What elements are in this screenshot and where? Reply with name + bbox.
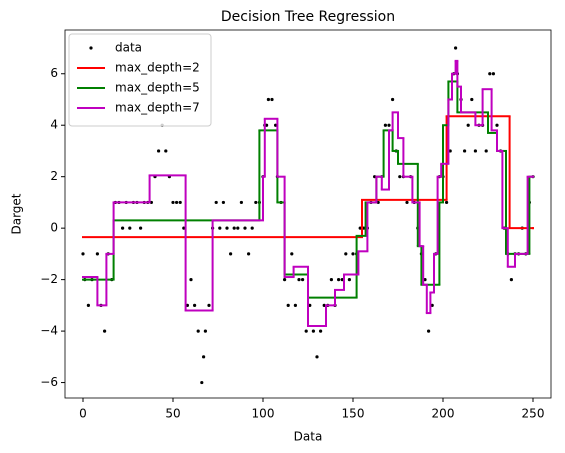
data-point: [178, 200, 182, 205]
y-tick-label: −4: [40, 324, 58, 338]
data-point: [484, 149, 488, 153]
data-point: [95, 252, 99, 256]
data-point: [128, 226, 132, 230]
data-point: [218, 226, 222, 230]
data-point: [247, 252, 251, 256]
legend-box: [68, 33, 212, 127]
y-axis-label: Darget: [10, 193, 24, 234]
data-point: [466, 123, 470, 127]
y-tick-label: 2: [50, 169, 58, 183]
data-point: [81, 252, 85, 256]
data-point: [290, 252, 294, 256]
data-point: [293, 303, 297, 307]
data-point: [347, 278, 351, 282]
data-point: [266, 97, 270, 102]
data-point: [387, 123, 391, 127]
data-point: [207, 303, 211, 307]
data-point: [315, 355, 319, 359]
chart-title: Decision Tree Regression: [221, 9, 395, 25]
x-tick-label: 200: [432, 407, 455, 421]
y-tick-label: 0: [50, 221, 58, 235]
data-point: [236, 226, 240, 230]
y-tick-label: −6: [40, 375, 58, 389]
data-point: [454, 46, 458, 50]
data-point: [200, 380, 204, 385]
y-tick-label: 6: [50, 66, 58, 80]
data-point: [196, 329, 200, 333]
data-point: [229, 252, 233, 256]
x-axis-label: Data: [294, 430, 323, 444]
y-tick-label: 4: [50, 118, 58, 132]
data-point: [286, 303, 290, 307]
data-point: [182, 226, 186, 230]
data-point: [214, 200, 218, 205]
data-point: [344, 252, 348, 256]
legend-label: max_depth=5: [115, 81, 200, 95]
data-point: [473, 149, 477, 153]
data-point: [351, 252, 355, 256]
data-point: [121, 226, 125, 230]
data-point: [329, 278, 333, 282]
data-point: [304, 329, 308, 333]
data-point: [488, 72, 492, 76]
data-point: [243, 226, 247, 230]
data-point: [157, 149, 161, 153]
data-point: [376, 200, 380, 205]
data-point: [391, 97, 395, 102]
data-point: [189, 278, 193, 282]
x-tick-label: 100: [252, 407, 275, 421]
data-point: [337, 278, 341, 282]
x-tick-label: 150: [342, 407, 365, 421]
legend-marker: [89, 46, 93, 50]
x-tick-label: 250: [522, 407, 545, 421]
legend-label: max_depth=2: [115, 61, 200, 75]
data-point: [250, 226, 254, 230]
data-point: [254, 200, 258, 205]
data-point: [193, 303, 197, 307]
data-point: [270, 97, 274, 102]
data-point: [225, 226, 229, 230]
data-point: [491, 72, 495, 76]
data-point: [470, 97, 474, 102]
data-point: [430, 303, 434, 307]
plot-frame: [64, 29, 552, 399]
legend-label: data: [115, 41, 142, 55]
data-point: [448, 149, 452, 153]
data-point: [495, 123, 499, 127]
data-point: [139, 226, 143, 230]
x-tick-label: 50: [165, 407, 180, 421]
data-point: [103, 329, 107, 333]
data-point: [232, 226, 236, 230]
y-tick-label: −2: [40, 272, 58, 286]
data-point: [445, 200, 449, 205]
data-point: [427, 329, 431, 333]
data-point: [297, 278, 301, 282]
data-point: [405, 200, 409, 205]
data-point: [398, 175, 402, 179]
data-point: [283, 278, 287, 282]
data-point: [239, 200, 243, 205]
data-point: [202, 355, 206, 359]
x-tick-label: 0: [79, 407, 87, 421]
data-point: [164, 149, 168, 153]
data-point: [221, 200, 225, 205]
data-point: [301, 278, 305, 282]
step-connector: [361, 116, 511, 238]
data-point: [319, 329, 323, 333]
data-point: [383, 123, 387, 127]
data-point: [203, 329, 207, 333]
data-point: [311, 329, 315, 333]
data-point: [171, 200, 175, 205]
data-point: [509, 278, 513, 282]
data-point: [86, 303, 90, 307]
step-connector: [96, 60, 529, 326]
data-point: [463, 149, 467, 153]
legend-label: max_depth=7: [115, 101, 200, 115]
data-point: [175, 200, 179, 205]
